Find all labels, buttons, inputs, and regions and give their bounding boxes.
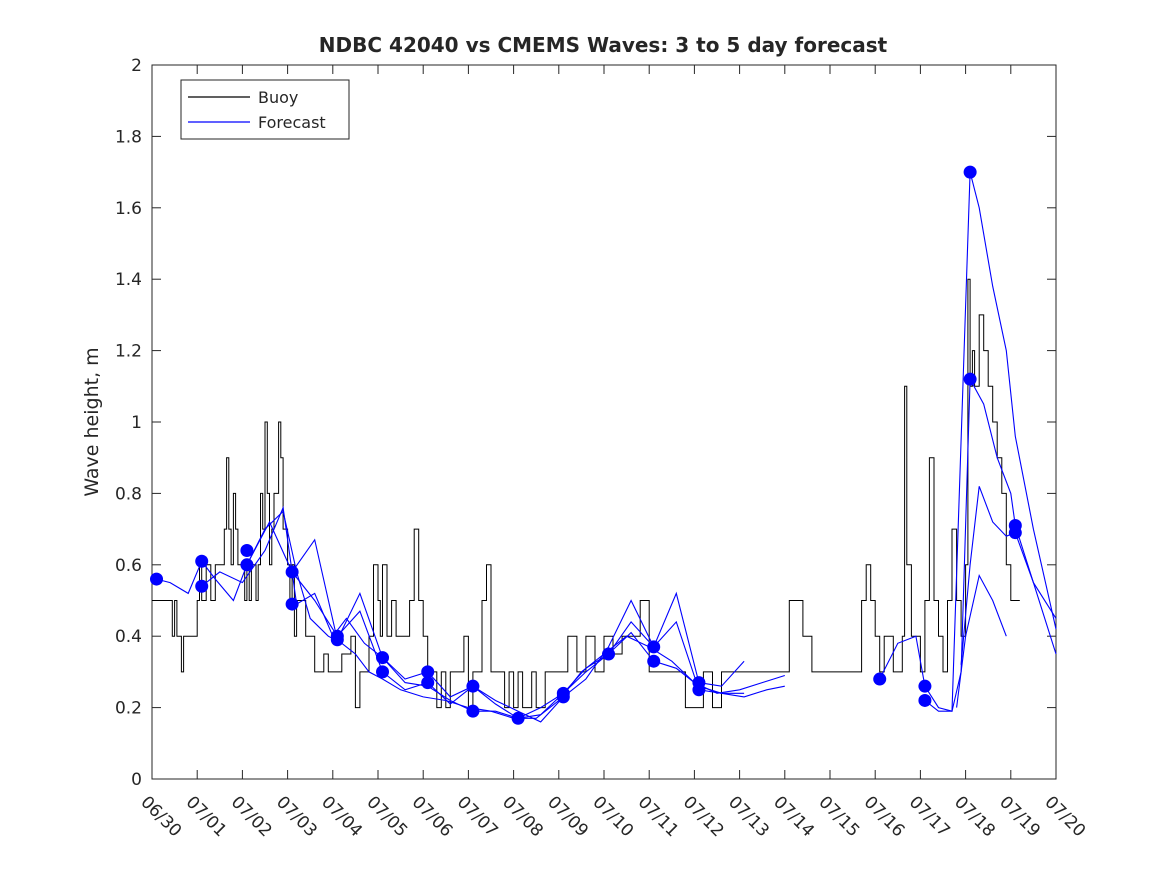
- x-tick-label: 07/03: [272, 792, 321, 841]
- forecast-start-point: [376, 665, 390, 679]
- forecast-series-line-3: [246, 520, 745, 723]
- forecast-start-point: [421, 676, 435, 690]
- buoy-series-line: [152, 278, 1020, 709]
- forecast-start-point: [647, 654, 661, 668]
- forecast-start-point: [240, 544, 254, 558]
- forecast-start-point: [285, 597, 299, 611]
- x-tick-label: 07/09: [543, 792, 592, 841]
- legend: Buoy Forecast: [180, 79, 350, 140]
- x-tick-label: 07/07: [453, 792, 502, 841]
- x-tick-label: 07/11: [634, 792, 683, 841]
- forecast-start-point: [963, 165, 977, 179]
- forecast-start-point: [556, 690, 570, 704]
- legend-buoy-label: Buoy: [258, 88, 298, 107]
- legend-forecast-label: Forecast: [258, 113, 326, 132]
- y-tick-label: 0.6: [115, 556, 142, 576]
- forecast-start-point: [647, 640, 661, 654]
- forecast-start-point: [466, 679, 480, 693]
- forecast-start-point: [918, 693, 932, 707]
- y-tick-label: 1: [131, 413, 142, 433]
- forecast-start-point: [376, 651, 390, 665]
- forecast-start-point: [195, 554, 209, 568]
- plot-area: 00.20.40.60.811.21.41.61.8206/3007/0107/…: [115, 56, 1089, 841]
- legend-box: [180, 79, 350, 140]
- x-tick-label: 07/10: [588, 792, 637, 841]
- x-tick-label: 07/16: [860, 792, 909, 841]
- forecast-series-line-7: [960, 486, 1057, 665]
- x-tick-label: 07/12: [679, 792, 728, 841]
- y-tick-label: 1.8: [115, 127, 142, 147]
- x-tick-label: 07/05: [362, 792, 411, 841]
- chart-title: NDBC 42040 vs CMEMS Waves: 3 to 5 day fo…: [319, 33, 888, 57]
- x-tick-label: 07/13: [724, 792, 773, 841]
- x-tick-label: 06/30: [136, 792, 185, 841]
- x-tick-label: 07/08: [498, 792, 547, 841]
- x-tick-label: 07/01: [182, 792, 231, 841]
- x-tick-label: 07/02: [227, 792, 276, 841]
- x-tick-label: 07/18: [950, 792, 999, 841]
- forecast-start-point: [692, 683, 706, 697]
- forecast-start-point: [918, 679, 932, 693]
- y-tick-label: 1.4: [115, 270, 142, 290]
- forecast-start-point: [195, 579, 209, 593]
- y-tick-label: 0.4: [115, 627, 142, 647]
- y-tick-label: 1.6: [115, 199, 142, 219]
- forecast-start-point: [466, 704, 480, 718]
- y-axis-label: Wave height, m: [81, 347, 103, 496]
- x-tick-label: 07/14: [769, 792, 818, 841]
- forecast-start-point: [511, 711, 525, 725]
- x-tick-label: 07/04: [317, 792, 366, 841]
- y-tick-label: 2: [131, 56, 142, 76]
- forecast-start-point: [602, 647, 616, 661]
- forecast-start-point: [873, 672, 887, 686]
- y-tick-label: 0.8: [115, 484, 142, 504]
- forecast-start-point: [1008, 526, 1022, 540]
- x-tick-label: 07/06: [408, 792, 457, 841]
- y-tick-label: 1.2: [115, 342, 142, 362]
- x-tick-label: 07/17: [905, 792, 954, 841]
- x-tick-label: 07/20: [1040, 792, 1089, 841]
- forecast-start-point: [240, 558, 254, 572]
- x-tick-label: 07/15: [814, 792, 863, 841]
- forecast-start-point: [150, 572, 164, 586]
- y-tick-label: 0.2: [115, 699, 142, 719]
- forecast-series-line-8: [956, 573, 1007, 708]
- forecast-start-point: [963, 372, 977, 386]
- forecast-start-point: [330, 633, 344, 647]
- forecast-start-point: [421, 665, 435, 679]
- forecast-start-point: [285, 565, 299, 579]
- forecast-series-line-6: [924, 377, 1057, 712]
- x-tick-label: 07/19: [995, 792, 1044, 841]
- forecast-series-line-1: [156, 510, 785, 719]
- y-tick-label: 0: [131, 770, 142, 790]
